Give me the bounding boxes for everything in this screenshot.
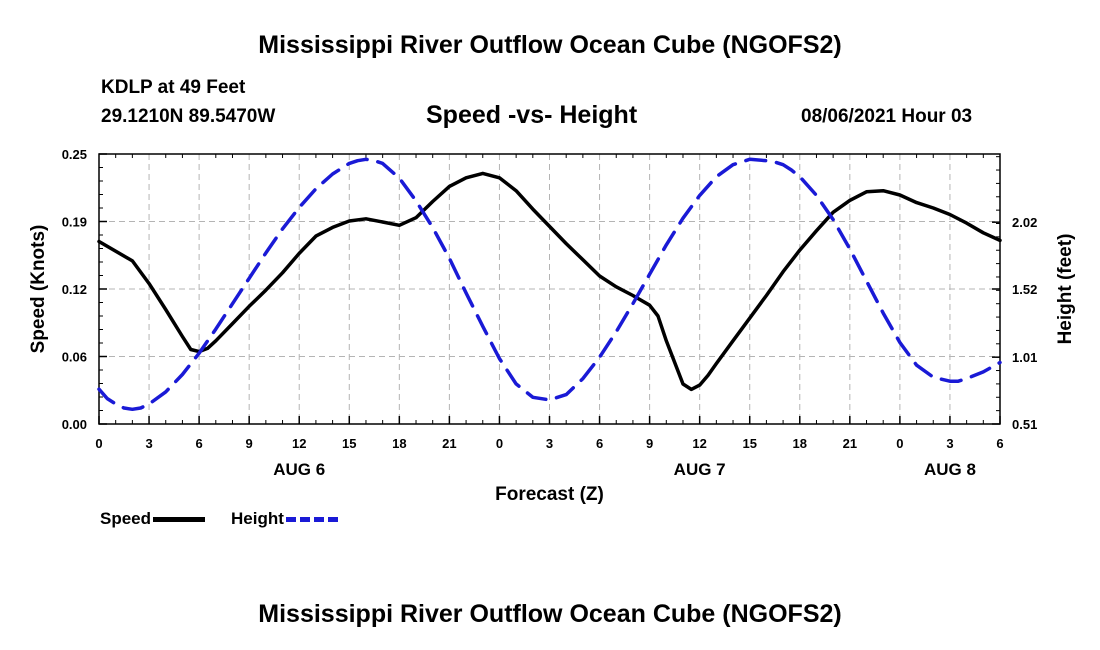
y-tick-label: 0.19 [62,215,87,230]
speed-height-chart: 0 3 6 9 12 15 18 21 0 3 6 9 12 15 18 21 0 3 6 0.00 0.06 0.12 0… [28,147,1076,505]
x-tick-label: 12 [292,436,306,451]
x-tick-label: 15 [342,436,356,451]
x-tick-label: 6 [195,436,202,451]
x-tick-label: 0 [95,436,102,451]
y-tick-label: 0.06 [62,350,87,365]
y-tick-label: 0.00 [62,417,87,432]
station-coords: 29.1210N 89.5470W [101,106,276,127]
legend-height-swatch [285,516,338,522]
x-axis-title: Forecast (Z) [495,484,604,505]
x-tick-label: 15 [742,436,756,451]
x-tick-label: 0 [896,436,903,451]
y2-tick-label: 1.01 [1012,350,1037,365]
y-axis-title: Speed (Knots) [28,225,49,354]
x-tick-label: 12 [692,436,706,451]
x-tick-label: 3 [145,436,152,451]
legend-speed: Speed [100,509,206,529]
y2-tick-label: 0.51 [1012,417,1037,432]
footer-title: Mississippi River Outflow Ocean Cube (NG… [258,600,842,628]
legend-speed-swatch [153,516,206,522]
x-tick-label: 3 [546,436,553,451]
series-speed-line [97,171,1002,392]
plot-frame [98,153,1001,425]
x-tick-label: 18 [392,436,406,451]
legend-height: Height [231,509,338,529]
x-tick-label: 9 [646,436,653,451]
x-tick-label: 6 [996,436,1003,451]
y-tick-label: 0.12 [62,282,87,297]
y2-axis-title: Height (feet) [1055,234,1076,345]
legend-height-label: Height [231,509,284,528]
y2-tick-label: 2.02 [1012,215,1037,230]
day-label: AUG 8 [924,460,976,479]
chart-main-title: Mississippi River Outflow Ocean Cube (NG… [258,31,842,59]
y-tick-label: 0.25 [62,147,87,162]
x-tick-label: 0 [496,436,503,451]
x-tick-label: 6 [596,436,603,451]
legend-speed-label: Speed [100,509,152,528]
day-label: AUG 7 [674,460,726,479]
series-height-line [97,157,1002,412]
y2-tick-label: 1.52 [1012,282,1037,297]
x-tick-label: 21 [843,436,857,451]
chart-subtitle: Speed -vs- Height [426,101,638,129]
forecast-datetime: 08/06/2021 Hour 03 [801,106,973,127]
station-name: KDLP at 49 Feet [101,77,246,98]
x-tick-label: 18 [793,436,807,451]
x-tick-label: 3 [946,436,953,451]
x-tick-label: 21 [442,436,456,451]
day-label: AUG 6 [273,460,325,479]
x-tick-label: 9 [246,436,253,451]
